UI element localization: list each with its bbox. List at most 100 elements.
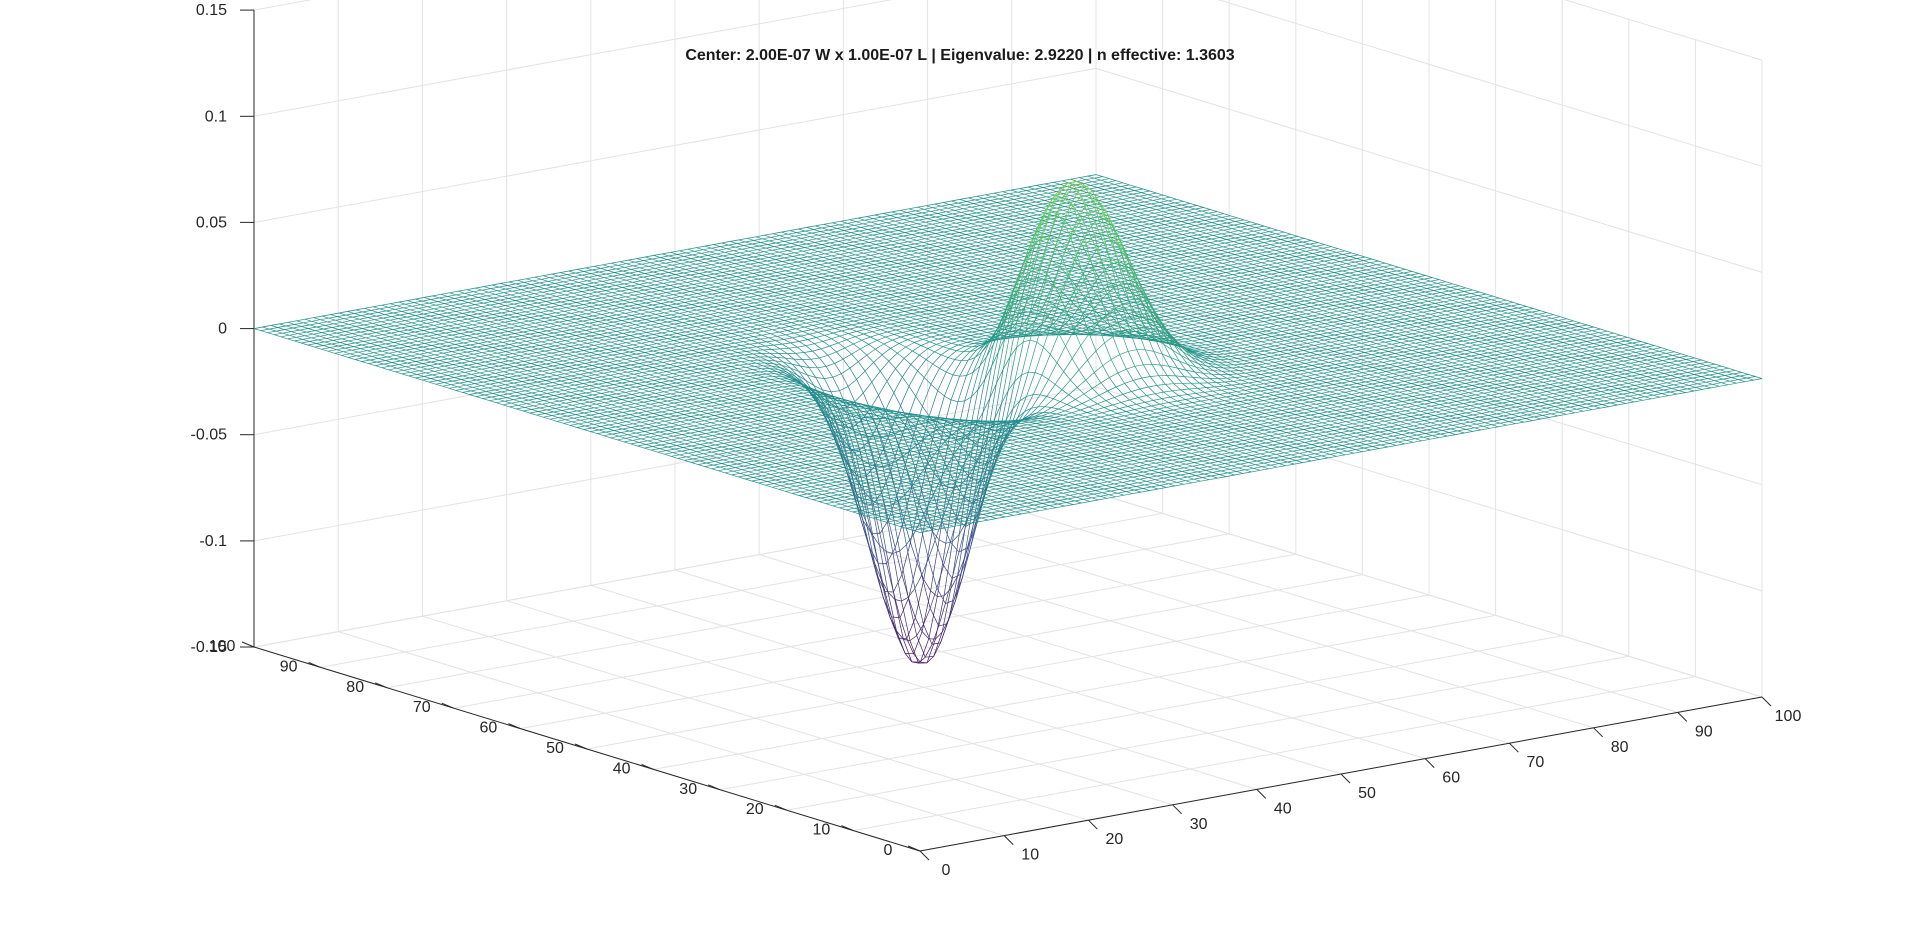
- mesh-line: [849, 236, 856, 238]
- mesh-line: [493, 314, 500, 316]
- mesh-line: [745, 275, 752, 277]
- mesh-line: [471, 328, 478, 330]
- mesh-line: [1129, 218, 1136, 220]
- mesh-line: [1181, 236, 1190, 238]
- mesh-line: [511, 293, 520, 295]
- mesh-line: [931, 272, 940, 274]
- mesh-line: [510, 310, 519, 312]
- mesh-line: [934, 282, 943, 284]
- mesh-line: [678, 299, 687, 301]
- mesh-line: [749, 297, 756, 299]
- mesh-line: [316, 342, 325, 344]
- mesh-line: [940, 239, 947, 241]
- mesh-line: [550, 276, 559, 278]
- mesh-line: [254, 329, 261, 331]
- mesh-line: [434, 371, 441, 373]
- mesh-line: [384, 331, 391, 333]
- mesh-line: [1214, 217, 1223, 219]
- mesh-line: [1152, 233, 1159, 235]
- floor-grid-line: [387, 534, 1229, 688]
- mesh-line: [965, 204, 974, 206]
- mesh-line: [1146, 230, 1155, 232]
- mesh-line: [1147, 244, 1154, 246]
- mesh-line: [1048, 192, 1057, 194]
- mesh-line: [795, 282, 802, 284]
- mesh-line: [769, 257, 776, 259]
- mesh-line: [1154, 228, 1163, 230]
- floor-grid-line: [843, 539, 1509, 743]
- mesh-line: [418, 358, 425, 360]
- mesh-line: [958, 220, 965, 222]
- mesh-line: [965, 205, 972, 207]
- mesh-line: [1164, 241, 1171, 243]
- mesh-line: [763, 239, 770, 241]
- mesh-line: [460, 304, 467, 306]
- mesh-line: [611, 278, 620, 280]
- mesh-line: [1013, 232, 1020, 234]
- mesh-line: [1177, 199, 1184, 201]
- mesh-line: [827, 232, 836, 234]
- mesh-line: [1055, 256, 1064, 258]
- mesh-line: [349, 341, 356, 343]
- mesh-line: [812, 232, 821, 234]
- mesh-line: [526, 340, 535, 342]
- mesh-line: [943, 264, 952, 266]
- mesh-line: [858, 296, 867, 298]
- mesh-line: [540, 281, 549, 283]
- mesh-line: [981, 252, 988, 254]
- mesh-line: [375, 318, 384, 320]
- mesh-line: [403, 323, 412, 325]
- mesh-line: [608, 315, 617, 317]
- mesh-line: [405, 336, 414, 338]
- mesh-line: [420, 320, 429, 322]
- mesh-line: [804, 297, 811, 299]
- mesh-line: [596, 279, 603, 281]
- mesh-line: [363, 312, 370, 314]
- mesh-line: [850, 248, 859, 250]
- mesh-line: [788, 233, 797, 235]
- mesh-line: [955, 209, 964, 211]
- mesh-line: [801, 255, 808, 257]
- mesh-line: [1125, 225, 1132, 227]
- mesh-line: [858, 297, 865, 299]
- mesh-line: [383, 333, 392, 335]
- mesh-line: [519, 356, 526, 358]
- mesh-line: [626, 279, 635, 281]
- mesh-line: [389, 352, 398, 354]
- mesh-line: [956, 238, 965, 240]
- mesh-line: [397, 368, 404, 370]
- mesh-line: [644, 261, 651, 263]
- mesh-line: [655, 268, 662, 270]
- mesh-line: [988, 236, 997, 238]
- mesh-line: [646, 303, 653, 305]
- mesh-line: [504, 291, 513, 293]
- mesh-line: [1011, 251, 1020, 253]
- mesh-line: [740, 315, 747, 317]
- mesh-line: [812, 278, 821, 280]
- mesh-line: [571, 312, 580, 314]
- mesh-line: [1012, 236, 1019, 238]
- mesh-line: [639, 301, 646, 303]
- mesh-line: [1198, 217, 1207, 219]
- mesh-line: [1024, 194, 1031, 196]
- mesh-line: [747, 238, 754, 240]
- mesh-line: [574, 339, 581, 341]
- mesh-line: [1037, 185, 1044, 187]
- mesh-line: [285, 330, 292, 332]
- mesh-line: [567, 273, 576, 275]
- mesh-line: [676, 256, 685, 258]
- mesh-line: [363, 356, 372, 358]
- mesh-line: [842, 267, 849, 269]
- mesh-line: [810, 253, 817, 255]
- mesh-line: [441, 311, 448, 313]
- mesh-line: [1052, 230, 1061, 232]
- mesh-line: [511, 295, 518, 297]
- mesh-line: [1104, 188, 1113, 190]
- mesh-line: [1066, 220, 1073, 222]
- mesh-line: [436, 350, 445, 352]
- mesh-line: [628, 260, 635, 262]
- mesh-line: [597, 291, 606, 293]
- x-tick-mark: [1509, 743, 1518, 752]
- mesh-line: [785, 240, 794, 242]
- mesh-line: [776, 243, 783, 245]
